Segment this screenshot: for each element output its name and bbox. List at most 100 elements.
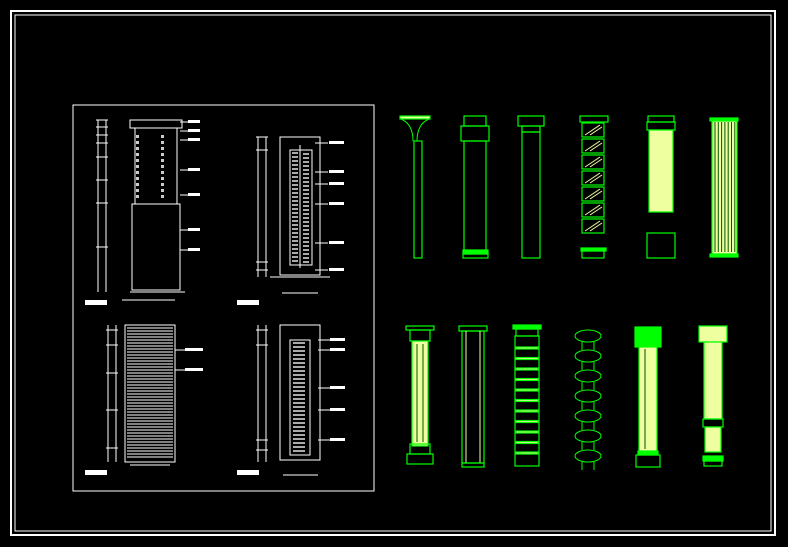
shaft bbox=[514, 335, 540, 467]
pattern bbox=[293, 438, 305, 440]
marble-block bbox=[581, 218, 605, 234]
shaft bbox=[521, 131, 541, 259]
bulge bbox=[574, 329, 602, 343]
banded-column bbox=[124, 324, 176, 463]
column-elevation bbox=[709, 117, 739, 258]
pattern bbox=[292, 180, 298, 182]
bulge bbox=[574, 349, 602, 363]
base bbox=[709, 253, 739, 258]
pattern bbox=[293, 354, 305, 356]
hatch bbox=[584, 204, 601, 216]
band bbox=[515, 451, 539, 455]
hatch bbox=[136, 141, 139, 144]
annotation bbox=[329, 268, 344, 271]
column-elevations bbox=[399, 115, 739, 470]
base bbox=[462, 249, 489, 255]
pattern bbox=[303, 169, 309, 171]
pattern bbox=[292, 200, 298, 202]
column-elevation bbox=[458, 325, 488, 468]
column-elevation bbox=[634, 326, 662, 468]
pattern bbox=[293, 346, 305, 348]
annotation bbox=[188, 228, 200, 231]
marble-block bbox=[581, 170, 605, 186]
marble-block bbox=[581, 186, 605, 202]
hatch bbox=[584, 156, 601, 168]
pattern bbox=[292, 164, 298, 166]
band bbox=[515, 356, 539, 361]
annotation bbox=[185, 348, 203, 351]
hatch bbox=[136, 171, 139, 174]
pattern bbox=[303, 153, 309, 155]
pattern bbox=[292, 172, 298, 174]
annotation bbox=[188, 120, 200, 123]
pattern bbox=[293, 366, 305, 368]
hatch bbox=[161, 147, 164, 150]
detail-drawings bbox=[85, 119, 345, 476]
drawing-label bbox=[237, 470, 259, 475]
pattern bbox=[303, 257, 309, 259]
column-frame bbox=[279, 324, 321, 461]
pattern bbox=[293, 382, 305, 384]
hatch bbox=[589, 126, 603, 136]
annotation bbox=[188, 248, 200, 251]
annotation bbox=[329, 202, 344, 205]
pattern bbox=[293, 434, 305, 436]
hatch bbox=[161, 171, 164, 174]
column-elevation bbox=[405, 325, 435, 465]
hatch bbox=[161, 153, 164, 156]
pattern bbox=[303, 249, 309, 251]
annotation bbox=[329, 182, 344, 185]
pattern bbox=[293, 418, 305, 420]
hatch bbox=[136, 135, 139, 138]
pedestal bbox=[646, 232, 676, 259]
pattern bbox=[292, 260, 298, 262]
pattern bbox=[292, 220, 298, 222]
pattern bbox=[293, 370, 305, 372]
pattern bbox=[293, 362, 305, 364]
band bbox=[515, 398, 539, 403]
pattern bbox=[292, 204, 298, 206]
hatch bbox=[136, 189, 139, 192]
pattern bbox=[292, 216, 298, 218]
pattern bbox=[293, 394, 305, 396]
pattern bbox=[293, 402, 305, 404]
hatch bbox=[136, 159, 139, 162]
pattern bbox=[292, 160, 298, 162]
hatch bbox=[584, 124, 601, 136]
pattern bbox=[303, 193, 309, 195]
pattern bbox=[293, 350, 305, 352]
drawing-label bbox=[85, 300, 107, 305]
pattern bbox=[293, 450, 305, 452]
annotation bbox=[329, 170, 344, 173]
pattern bbox=[303, 185, 309, 187]
hatch bbox=[161, 165, 164, 168]
pattern bbox=[293, 426, 305, 428]
band bbox=[515, 409, 539, 413]
column-elevation bbox=[574, 329, 602, 470]
pattern bbox=[303, 189, 309, 191]
pattern bbox=[292, 176, 298, 178]
pattern bbox=[303, 197, 309, 199]
annotation bbox=[185, 368, 203, 371]
plinth bbox=[703, 460, 723, 467]
pattern bbox=[303, 229, 309, 231]
annotation bbox=[329, 141, 344, 144]
column-shaft-lower bbox=[131, 203, 181, 291]
column-elevation bbox=[512, 324, 542, 467]
bulge bbox=[574, 409, 602, 423]
pattern bbox=[292, 244, 298, 246]
pattern bbox=[293, 398, 305, 400]
marble-block bbox=[581, 138, 605, 154]
pattern bbox=[303, 161, 309, 163]
hatch bbox=[136, 177, 139, 180]
band bbox=[515, 440, 539, 445]
hatch bbox=[589, 142, 603, 152]
plinth bbox=[462, 253, 489, 259]
plinth bbox=[581, 250, 605, 259]
marble-block bbox=[581, 202, 605, 218]
pattern bbox=[292, 256, 298, 258]
pattern bbox=[293, 386, 305, 388]
hatch bbox=[161, 177, 164, 180]
pattern bbox=[292, 232, 298, 234]
shaft bbox=[411, 340, 429, 447]
